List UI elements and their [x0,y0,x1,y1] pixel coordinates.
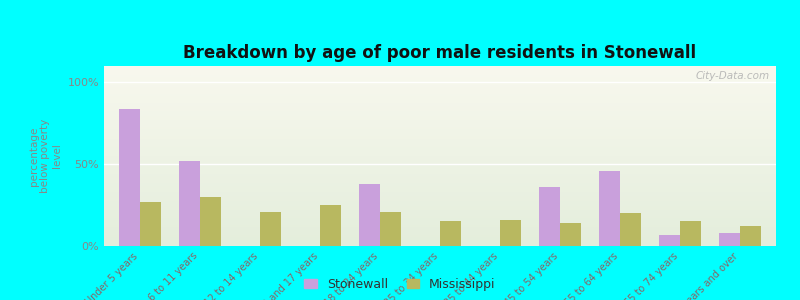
Legend: Stonewall, Mississippi: Stonewall, Mississippi [304,278,496,291]
Bar [260,212,281,246]
Bar [179,161,200,246]
Title: Breakdown by age of poor male residents in Stonewall: Breakdown by age of poor male residents … [183,44,697,62]
Bar [119,109,140,246]
Bar [140,202,161,246]
Bar [380,212,401,246]
Bar [440,221,461,246]
Y-axis label: percentage
below poverty
level: percentage below poverty level [29,119,62,193]
Bar [680,221,701,246]
Bar [719,233,740,246]
Bar [620,213,641,246]
Bar [740,226,761,246]
Bar [560,223,581,246]
Bar [359,184,380,246]
Bar [599,171,620,246]
Text: City-Data.com: City-Data.com [695,71,770,81]
Bar [320,205,341,246]
Bar [500,220,521,246]
Bar [539,187,560,246]
Bar [659,235,680,246]
Bar [200,197,221,246]
